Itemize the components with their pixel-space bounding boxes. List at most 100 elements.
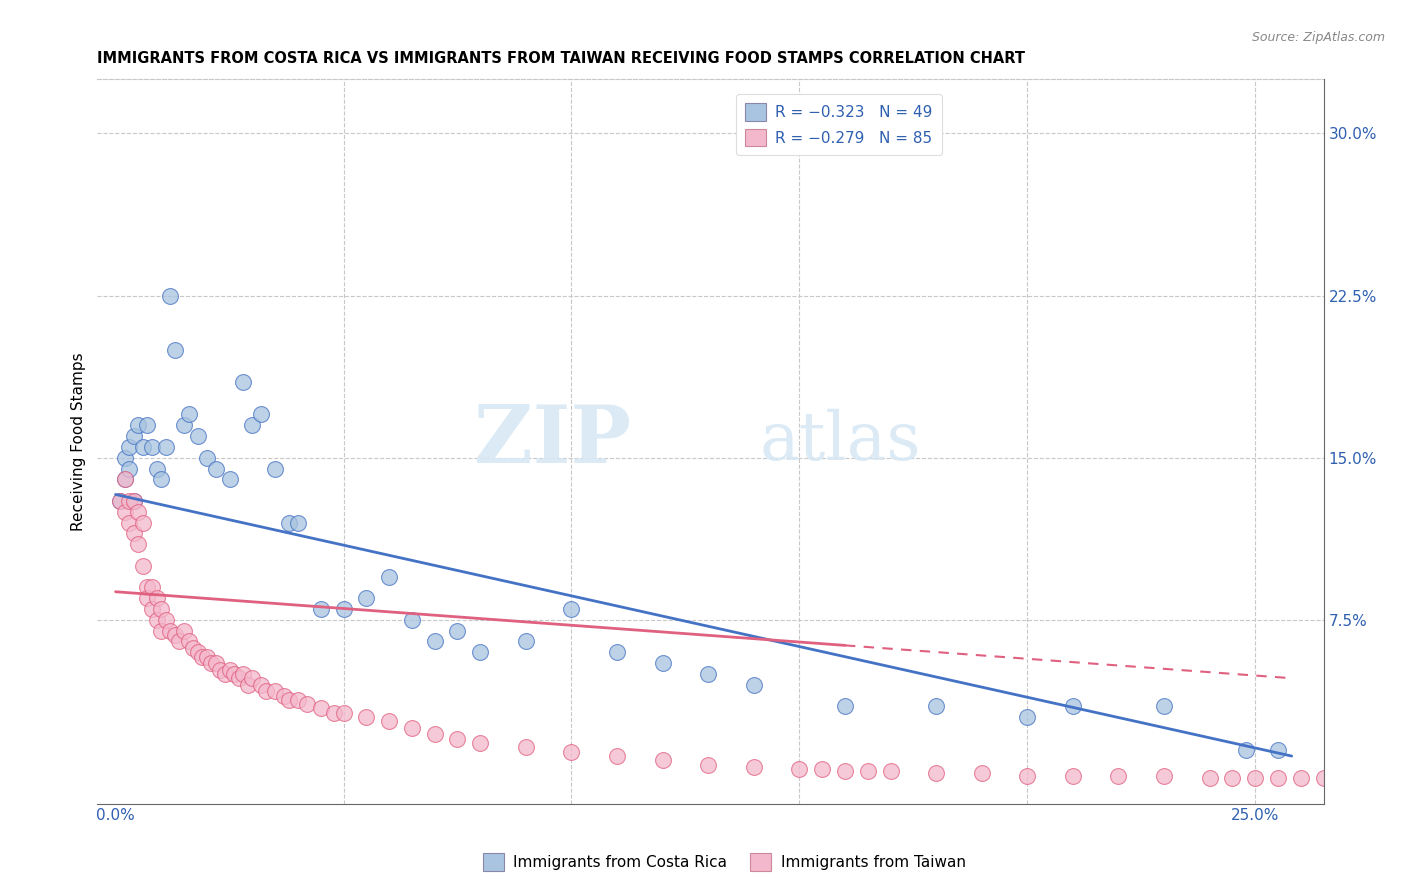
Point <box>250 678 273 692</box>
Point <box>323 706 346 720</box>
Point <box>254 684 277 698</box>
Point <box>1234 742 1257 756</box>
Point <box>1358 772 1381 787</box>
Point <box>163 628 186 642</box>
Point <box>232 375 254 389</box>
Point <box>401 613 423 627</box>
Point <box>277 516 299 530</box>
Point <box>811 762 834 776</box>
Point <box>1198 771 1220 785</box>
Point <box>150 602 173 616</box>
Point <box>240 671 263 685</box>
Point <box>378 569 401 583</box>
Point <box>606 749 628 764</box>
Point <box>159 288 181 302</box>
Point <box>1153 699 1175 714</box>
Text: Source: ZipAtlas.com: Source: ZipAtlas.com <box>1251 31 1385 45</box>
Point <box>240 418 263 433</box>
Point <box>606 645 628 659</box>
Point <box>560 602 582 616</box>
Point <box>187 429 209 443</box>
Point <box>309 701 332 715</box>
Point <box>834 699 856 714</box>
Text: ZIP: ZIP <box>474 402 631 481</box>
Point <box>1267 742 1289 756</box>
Point <box>925 766 948 780</box>
Point <box>1062 768 1084 782</box>
Point <box>132 440 155 454</box>
Point <box>150 472 173 486</box>
Point <box>195 450 218 465</box>
Point <box>114 472 136 486</box>
Point <box>141 440 163 454</box>
Point <box>1153 768 1175 782</box>
Point <box>1381 772 1403 787</box>
Point <box>697 757 720 772</box>
Point <box>114 450 136 465</box>
Point <box>651 656 673 670</box>
Point <box>264 461 287 475</box>
Point <box>118 461 141 475</box>
Point <box>250 408 273 422</box>
Point <box>136 591 159 606</box>
Point <box>356 710 378 724</box>
Point <box>122 494 145 508</box>
Point <box>205 461 228 475</box>
Point <box>145 613 167 627</box>
Point <box>1244 771 1267 785</box>
Point <box>145 461 167 475</box>
Point <box>378 714 401 729</box>
Point <box>1312 771 1334 785</box>
Point <box>169 634 191 648</box>
Point <box>187 645 209 659</box>
Point <box>218 663 240 677</box>
Point <box>651 753 673 767</box>
Point <box>423 634 446 648</box>
Point <box>173 624 195 638</box>
Point <box>925 699 948 714</box>
Point <box>177 634 200 648</box>
Point <box>232 666 254 681</box>
Point <box>181 640 204 655</box>
Point <box>1267 771 1289 785</box>
Point <box>173 418 195 433</box>
Point <box>273 689 295 703</box>
Point <box>136 418 159 433</box>
Point <box>141 602 163 616</box>
Point <box>150 624 173 638</box>
Point <box>789 762 811 776</box>
Point <box>423 727 446 741</box>
Point <box>446 624 468 638</box>
Point <box>332 602 354 616</box>
Point <box>163 343 186 357</box>
Point <box>742 760 765 774</box>
Point <box>401 721 423 735</box>
Point <box>118 440 141 454</box>
Point <box>195 649 218 664</box>
Point <box>470 645 492 659</box>
Point <box>132 516 155 530</box>
Point <box>114 472 136 486</box>
Point <box>127 537 149 551</box>
Point <box>356 591 378 606</box>
Point <box>118 494 141 508</box>
Point <box>515 740 537 755</box>
Point <box>515 634 537 648</box>
Point <box>228 671 250 685</box>
Point <box>1062 699 1084 714</box>
Point <box>560 745 582 759</box>
Point <box>132 558 155 573</box>
Point <box>309 602 332 616</box>
Point <box>205 656 228 670</box>
Point <box>155 613 177 627</box>
Point <box>122 526 145 541</box>
Point <box>191 649 214 664</box>
Point <box>742 678 765 692</box>
Point <box>1289 771 1312 785</box>
Point <box>127 505 149 519</box>
Point <box>697 666 720 681</box>
Point <box>218 472 240 486</box>
Y-axis label: Receiving Food Stamps: Receiving Food Stamps <box>72 352 86 531</box>
Point <box>1107 768 1129 782</box>
Point <box>224 666 246 681</box>
